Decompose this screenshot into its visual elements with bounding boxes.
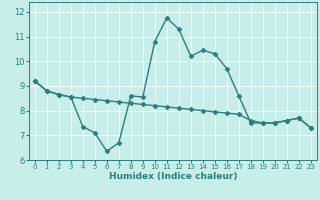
X-axis label: Humidex (Indice chaleur): Humidex (Indice chaleur) [108, 172, 237, 181]
